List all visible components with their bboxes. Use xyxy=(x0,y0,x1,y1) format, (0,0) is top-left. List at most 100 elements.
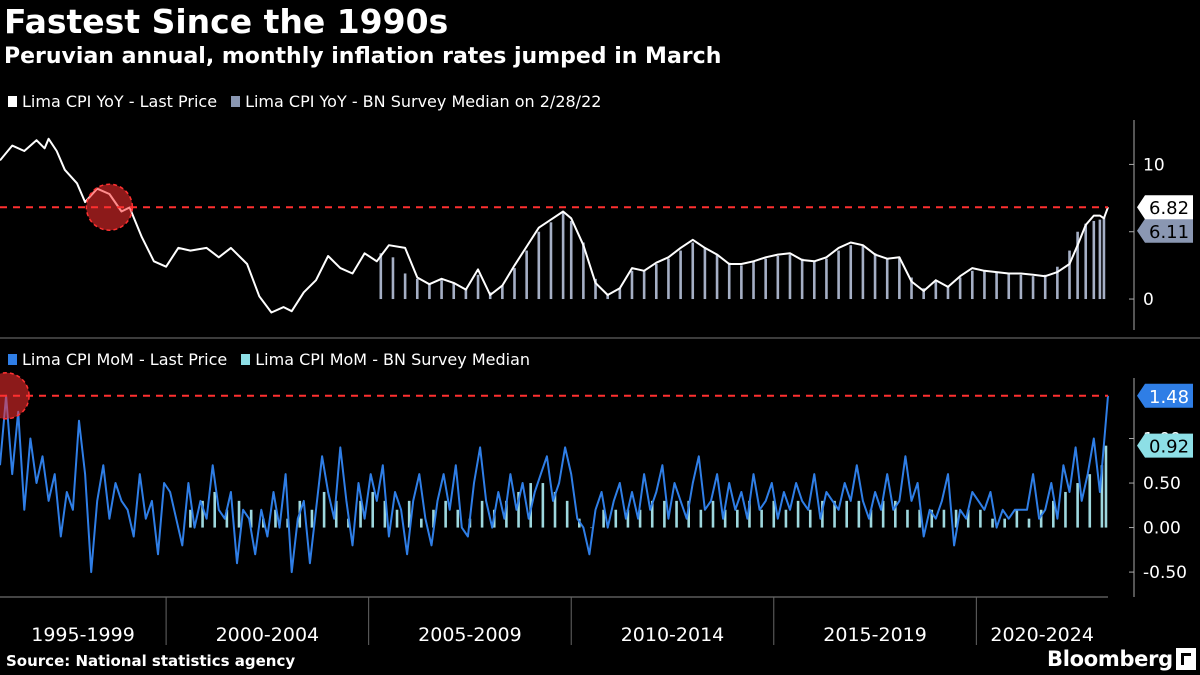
yoy-survey-bar xyxy=(452,282,456,300)
yoy-survey-bar xyxy=(691,242,695,300)
yoy-survey-bar xyxy=(983,270,986,300)
mom-survey-bar xyxy=(334,500,338,528)
yoy-survey-bar xyxy=(1076,231,1079,300)
mom-survey-bar xyxy=(602,509,605,528)
yoy-survey-bar xyxy=(1084,223,1088,300)
legend-swatch-yoy-survey xyxy=(231,96,241,107)
yoy-survey-bar xyxy=(849,245,853,300)
yoy-survey-bar xyxy=(428,282,431,300)
yoy-survey-bar xyxy=(440,280,443,300)
mom-y-tick-label: 0.50 xyxy=(1143,474,1181,494)
yoy-survey-bar xyxy=(812,261,816,300)
mom-survey-bar xyxy=(322,491,326,528)
mom-survey-bar xyxy=(371,491,375,528)
mom-survey-bar xyxy=(1015,509,1019,528)
mom-survey-bar xyxy=(845,500,848,528)
chart-title: Fastest Since the 1990s xyxy=(4,2,449,41)
mom-survey-bar xyxy=(626,509,630,528)
yoy-survey-bar xyxy=(582,242,585,300)
yoy-survey-bar xyxy=(703,247,707,300)
mom-survey-bar xyxy=(347,518,350,528)
yoy-survey-bar xyxy=(537,231,541,300)
legend-top: Lima CPI YoY - Last Price Lima CPI YoY -… xyxy=(8,92,601,111)
mom-survey-bar xyxy=(1052,500,1055,528)
x-category-label: 2015-2019 xyxy=(823,624,927,646)
yoy-survey-bar xyxy=(476,274,480,300)
mom-survey-bar xyxy=(869,509,873,528)
yoy-y-tick-label: 0 xyxy=(1143,290,1154,310)
yoy-survey-bar xyxy=(1019,274,1023,300)
yoy-survey-bar xyxy=(873,253,877,300)
x-category-label: 1995-1999 xyxy=(31,624,135,646)
mom-survey-bar xyxy=(1076,483,1079,528)
yoy-end-label-flag xyxy=(1137,195,1193,220)
mom-survey-bar xyxy=(760,509,763,528)
yoy-survey-bar xyxy=(1043,274,1047,300)
yoy-survey-bar xyxy=(995,272,998,300)
yoy-end-label-text: 6.82 xyxy=(1149,198,1189,219)
yoy-survey-bar xyxy=(752,261,755,300)
legend-item-yoy-survey[interactable]: Lima CPI YoY - BN Survey Median on 2/28/… xyxy=(231,92,601,111)
mom-survey-bar xyxy=(772,500,776,528)
yoy-survey-bar xyxy=(549,222,553,300)
mom-survey-bar xyxy=(930,509,934,528)
legend-item-mom-last[interactable]: Lima CPI MoM - Last Price xyxy=(8,350,227,369)
yoy-survey-bar xyxy=(415,278,419,300)
mom-survey-bar xyxy=(650,500,654,528)
x-category-label: 2010-2014 xyxy=(621,624,725,646)
yoy-survey-bar xyxy=(667,258,670,300)
chart-subtitle: Peruvian annual, monthly inflation rates… xyxy=(4,44,722,69)
yoy-survey-bar xyxy=(594,278,597,300)
mom-survey-bar xyxy=(310,509,314,528)
mom-survey-bar xyxy=(894,500,897,528)
mom-survey-bar xyxy=(480,500,484,528)
mom-survey-bar xyxy=(505,500,508,528)
yoy-survey-bar xyxy=(715,254,719,300)
mom-survey-bar xyxy=(614,509,618,528)
yoy-survey-bar xyxy=(837,250,840,300)
yoy-survey-bar xyxy=(561,212,565,300)
mom-survey-bar xyxy=(687,500,691,528)
mom-survey-bar xyxy=(456,509,460,528)
mom-end-label-text: 0.92 xyxy=(1149,437,1189,458)
mom-survey-bar xyxy=(966,509,970,528)
yoy-survey-bar xyxy=(525,250,528,300)
mom-survey-bar xyxy=(833,500,836,528)
yoy-last-price-line xyxy=(0,137,1109,314)
bloomberg-terminal-icon xyxy=(1176,648,1196,670)
legend-item-yoy-last[interactable]: Lima CPI YoY - Last Price xyxy=(8,92,217,111)
yoy-survey-bar xyxy=(958,277,962,300)
yoy-survey-bar xyxy=(606,293,609,300)
yoy-survey-bar xyxy=(898,257,901,300)
mom-survey-bar xyxy=(675,500,678,528)
mom-survey-bar xyxy=(432,509,435,528)
mom-survey-bar xyxy=(249,509,253,528)
mom-survey-bar xyxy=(723,509,727,528)
legend-item-mom-survey[interactable]: Lima CPI MoM - BN Survey Median xyxy=(241,350,530,369)
mom-survey-bar xyxy=(1064,491,1067,528)
yoy-survey-bar xyxy=(740,265,743,300)
yoy-end-label-text: 6.11 xyxy=(1149,222,1189,243)
yoy-survey-bar xyxy=(885,258,889,300)
mom-survey-bar xyxy=(541,483,545,528)
yoy-survey-bar xyxy=(861,245,865,300)
mom-survey-bar xyxy=(1104,445,1108,528)
legend-bottom: Lima CPI MoM - Last Price Lima CPI MoM -… xyxy=(8,350,530,369)
yoy-survey-bar xyxy=(513,268,516,300)
yoy-highlight-circle xyxy=(85,183,134,231)
mom-y-tick-label: 0.00 xyxy=(1143,519,1181,539)
yoy-survey-bar xyxy=(764,258,767,300)
mom-survey-bar xyxy=(529,483,533,528)
mom-survey-bar xyxy=(565,500,569,528)
legend-label-yoy-survey: Lima CPI YoY - BN Survey Median on 2/28/… xyxy=(245,92,602,111)
yoy-survey-bar xyxy=(464,288,468,300)
yoy-survey-bar xyxy=(569,220,573,300)
mom-survey-bar xyxy=(359,500,362,528)
x-category-label: 2005-2009 xyxy=(418,624,522,646)
mom-highlight-circle xyxy=(0,372,30,420)
yoy-survey-bar xyxy=(618,288,622,300)
mom-survey-bar xyxy=(748,500,751,528)
mom-y-tick-label: -0.50 xyxy=(1143,563,1187,583)
yoy-survey-bar xyxy=(800,258,804,300)
yoy-survey-bar xyxy=(1068,250,1071,300)
